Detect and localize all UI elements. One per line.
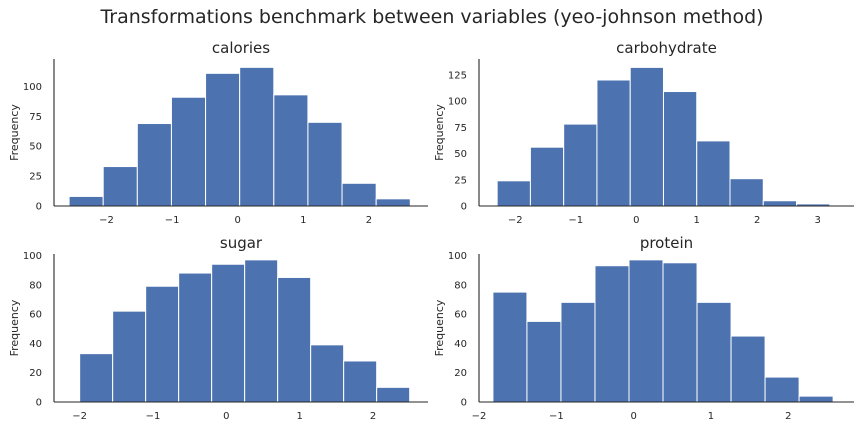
histogram-bar: [629, 66, 664, 207]
y-tick-label: 80: [454, 280, 467, 291]
histogram-bar: [112, 310, 147, 403]
histogram-bar: [375, 198, 411, 207]
x-tick-label: 1: [296, 411, 302, 422]
x-tick-label: 0: [235, 215, 241, 226]
histogram-bar: [696, 301, 732, 403]
x-tick-label: 1: [694, 215, 700, 226]
y-tick-label: 50: [29, 142, 42, 153]
histogram-bar: [79, 353, 114, 403]
figure-title: Transformations benchmark between variab…: [100, 6, 764, 28]
y-tick-label: 100: [448, 251, 467, 262]
histogram-bar: [277, 276, 312, 403]
x-tick-label: −2: [72, 411, 87, 422]
x-tick-label: −1: [146, 411, 161, 422]
y-tick-label: 0: [461, 202, 467, 213]
y-axis-label: Frequency: [8, 104, 21, 161]
histogram-bar: [205, 72, 241, 207]
x-tick-label: −1: [568, 215, 583, 226]
x-tick-label: 2: [754, 215, 760, 226]
x-tick-label: 2: [366, 215, 372, 226]
histogram-bar: [310, 344, 345, 403]
histogram-bar: [560, 301, 596, 403]
y-axis-label: Frequency: [433, 299, 446, 356]
histogram-bar: [594, 265, 630, 403]
x-tick-label: −2: [99, 215, 114, 226]
y-tick-label: 50: [454, 149, 467, 160]
histogram-bar: [239, 66, 275, 207]
x-tick-label: −1: [165, 215, 180, 226]
subplot-title: sugar: [220, 234, 263, 252]
histogram-bar: [307, 121, 343, 207]
histogram-bar: [762, 200, 798, 207]
y-tick-label: 40: [29, 339, 42, 350]
x-tick-label: 0: [223, 411, 229, 422]
x-tick-label: −2: [472, 411, 487, 422]
y-tick-label: 100: [23, 82, 42, 93]
histogram-bar: [273, 94, 309, 207]
subplot-carbohydrate: −2 −1 0 1 2 3 0 25 50 75 100 125 carbohydrate Frequen…: [433, 39, 854, 226]
histogram-bar: [730, 335, 766, 403]
histogram-bar: [798, 395, 834, 403]
y-tick-label: 25: [29, 172, 42, 183]
histogram-bar: [341, 182, 377, 207]
x-tick-label: 0: [630, 411, 636, 422]
histogram-bar: [628, 259, 664, 403]
y-tick-label: 100: [448, 97, 467, 108]
histogram-bar: [729, 178, 764, 207]
subplot-title: protein: [640, 234, 693, 252]
y-tick-label: 100: [23, 251, 42, 262]
y-tick-label: 80: [29, 280, 42, 291]
histogram-bar: [102, 166, 138, 207]
y-tick-label: 0: [36, 398, 42, 409]
histogram-bar: [170, 96, 207, 207]
y-tick-label: 20: [29, 368, 42, 379]
histogram-bar: [563, 123, 598, 207]
histogram-bar: [136, 123, 172, 207]
y-axis-label: Frequency: [8, 299, 21, 356]
histogram-bar: [526, 320, 562, 403]
histogram-bar: [696, 140, 731, 207]
subplot-title: calories: [212, 39, 270, 57]
y-tick-label: 0: [36, 202, 42, 213]
subplot-title: carbohydrate: [616, 39, 717, 57]
x-tick-label: 3: [815, 215, 821, 226]
x-tick-label: 1: [708, 411, 714, 422]
x-tick-label: 2: [370, 411, 376, 422]
histogram-bar: [662, 91, 698, 207]
y-tick-label: 20: [454, 368, 467, 379]
histogram-bar: [343, 360, 378, 403]
histogram-bar: [529, 146, 565, 207]
histogram-bar: [178, 272, 213, 403]
histogram-bar: [145, 285, 180, 403]
y-tick-label: 75: [29, 112, 42, 123]
histogram-bar: [764, 376, 800, 403]
x-tick-label: −1: [549, 411, 564, 422]
x-tick-label: 2: [785, 411, 791, 422]
y-axis-label: Frequency: [433, 104, 446, 161]
y-tick-label: 75: [454, 123, 467, 134]
histogram-bar: [596, 79, 631, 207]
y-tick-label: 25: [454, 175, 467, 186]
x-tick-label: 0: [633, 215, 639, 226]
y-tick-label: 40: [454, 339, 467, 350]
histogram-bar: [662, 262, 698, 403]
histogram-bar: [376, 386, 411, 403]
y-tick-label: 0: [461, 398, 467, 409]
histogram-bar: [492, 291, 528, 403]
histogram-bar: [244, 259, 279, 403]
y-tick-label: 60: [29, 310, 42, 321]
x-tick-label: −2: [508, 215, 523, 226]
y-tick-label: 125: [448, 70, 467, 81]
histogram-bar: [211, 263, 246, 403]
histogram-bar: [68, 195, 104, 207]
y-tick-label: 60: [454, 310, 467, 321]
subplot-calories: −2 −1 0 1 2 0 25 50 75 100 calories Frequency: [8, 39, 428, 226]
histogram-bar: [496, 180, 531, 207]
x-tick-label: 1: [300, 215, 306, 226]
